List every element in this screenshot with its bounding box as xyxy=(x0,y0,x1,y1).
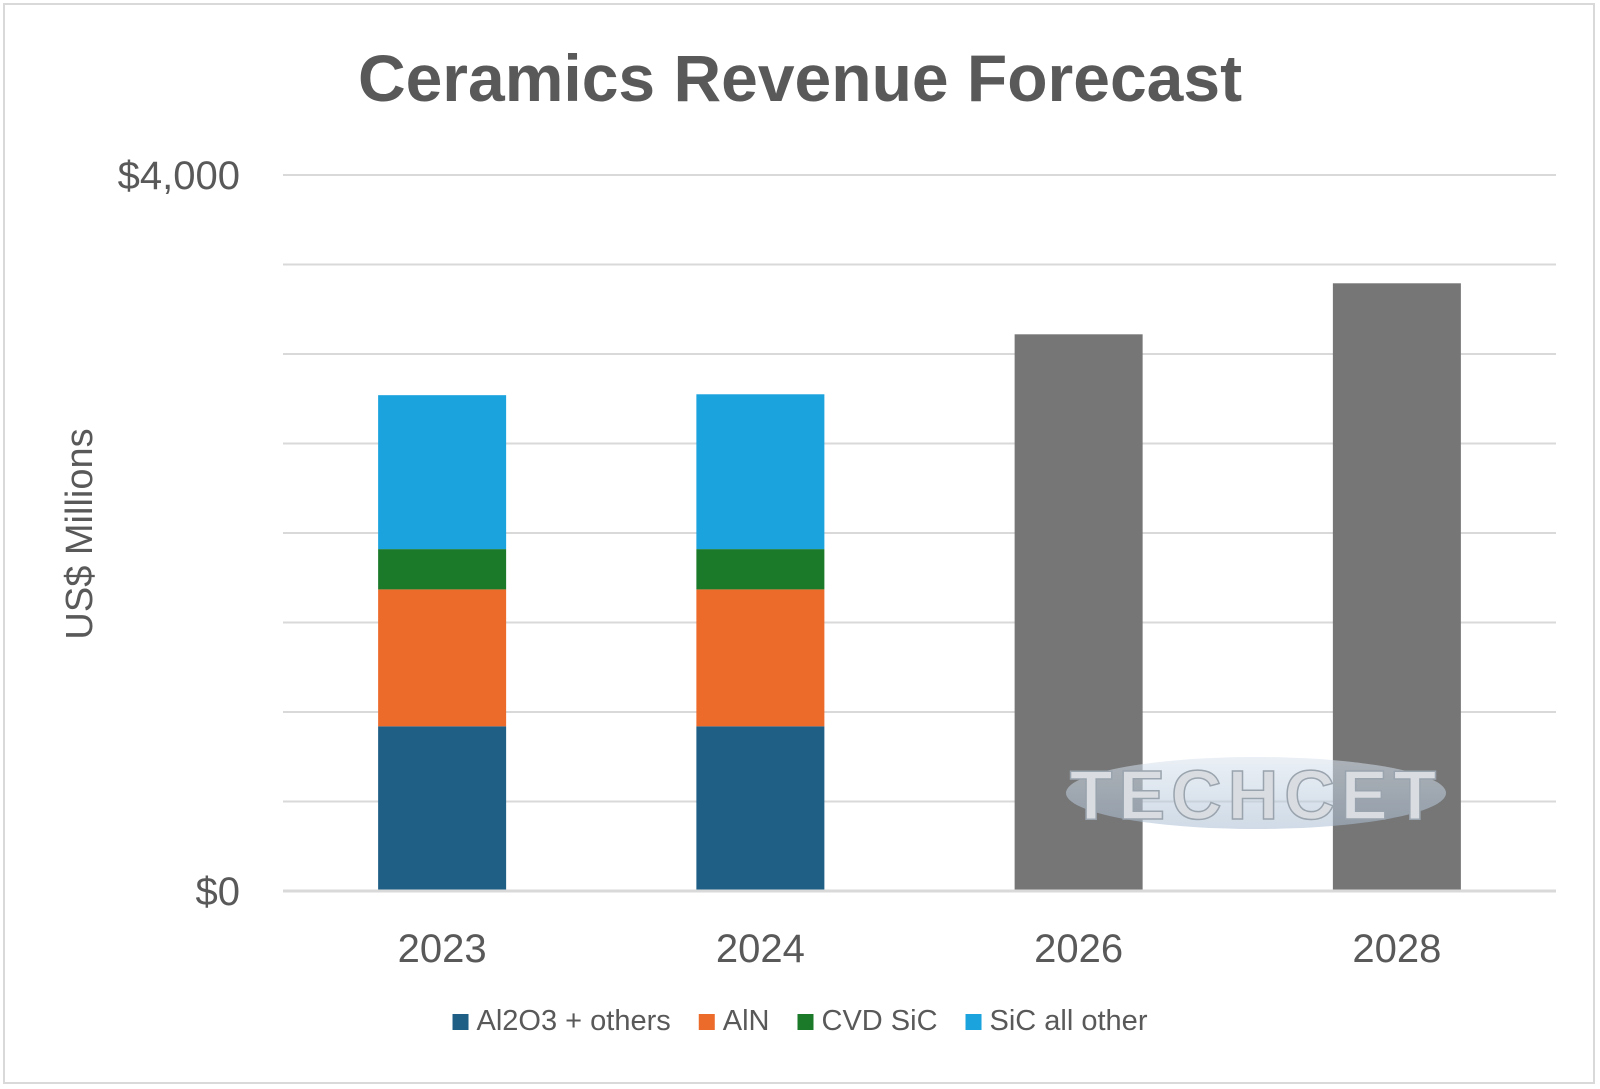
watermark-logo: TECHCET xyxy=(1066,755,1446,835)
legend: Al2O3 + others AlN CVD SiC SiC all other xyxy=(452,1005,1148,1037)
legend-item: AlN xyxy=(698,1005,770,1037)
legend-label: Al2O3 + others xyxy=(477,1005,671,1037)
axes: $0 $4,000 2023 2024 2026 2028 xyxy=(118,154,1556,971)
legend-swatch xyxy=(698,1014,715,1030)
bar-segment-2023-2 xyxy=(378,589,507,727)
x-tick-label: 2028 xyxy=(1352,927,1441,971)
legend-label: SiC all other xyxy=(990,1005,1148,1037)
legend-swatch xyxy=(965,1014,982,1030)
y-axis-label: US$ Millions xyxy=(59,428,101,639)
watermark-text: TECHCET xyxy=(1070,756,1443,834)
x-tick-label: 2023 xyxy=(398,927,487,971)
bar-segment-2023-4 xyxy=(378,395,507,550)
legend-swatch xyxy=(452,1014,469,1030)
bar-segment-2024-3 xyxy=(696,549,825,590)
legend-label: CVD SiC xyxy=(822,1005,938,1037)
y-tick-label: $4,000 xyxy=(118,154,240,198)
x-tick-label: 2024 xyxy=(716,927,805,971)
legend-item: CVD SiC xyxy=(797,1005,938,1037)
legend-item: SiC all other xyxy=(965,1005,1148,1037)
legend-item: Al2O3 + others xyxy=(452,1005,671,1037)
bar-segment-2024-1 xyxy=(696,726,825,891)
bar-segment-2024-2 xyxy=(696,589,825,727)
chart-title: Ceramics Revenue Forecast xyxy=(358,41,1242,115)
watermark-ellipse xyxy=(1066,757,1446,829)
y-tick-label: $0 xyxy=(196,870,241,914)
bar-segment-2023-1 xyxy=(378,726,507,891)
x-tick-label: 2026 xyxy=(1034,927,1123,971)
bar-segment-2024-4 xyxy=(696,394,825,550)
legend-label: AlN xyxy=(723,1005,770,1037)
legend-swatch xyxy=(797,1014,814,1030)
bar-segment-2023-3 xyxy=(378,549,507,590)
